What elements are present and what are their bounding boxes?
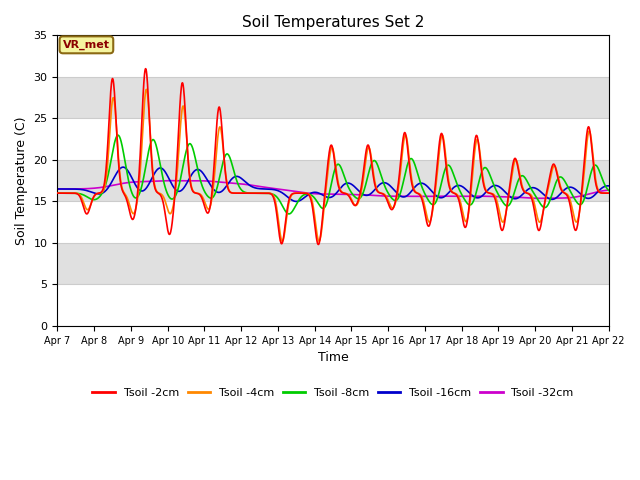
Bar (58, 160, 609, 202)
Tsoil -16cm (310, 190, 317, 195)
Tsoil -4cm (118, 186, 126, 192)
Title: Soil Temperatures Set 2: Soil Temperatures Set 2 (242, 15, 424, 30)
Tsoil -16cm (54, 186, 61, 192)
Tsoil -16cm (368, 190, 376, 195)
Tsoil -16cm (288, 197, 296, 203)
Tsoil -32cm (166, 178, 174, 183)
Tsoil -32cm (54, 186, 61, 192)
Text: VR_met: VR_met (63, 40, 110, 50)
Tsoil -32cm (536, 195, 543, 201)
Y-axis label: Soil Temperature (C): Soil Temperature (C) (15, 117, 28, 245)
Line: Tsoil -32cm: Tsoil -32cm (58, 180, 609, 198)
Legend: Tsoil -2cm, Tsoil -4cm, Tsoil -8cm, Tsoil -16cm, Tsoil -32cm: Tsoil -2cm, Tsoil -4cm, Tsoil -8cm, Tsoi… (88, 384, 578, 403)
Tsoil -32cm (605, 187, 612, 193)
Tsoil -8cm (310, 194, 317, 200)
Tsoil -16cm (292, 199, 300, 204)
Tsoil -2cm (96, 190, 104, 196)
Bar (58, 36, 609, 77)
Line: Tsoil -2cm: Tsoil -2cm (58, 69, 609, 244)
Bar (58, 202, 609, 243)
Tsoil -2cm (288, 192, 296, 197)
Line: Tsoil -4cm: Tsoil -4cm (58, 89, 609, 241)
Tsoil -2cm (118, 188, 126, 193)
Tsoil -32cm (367, 192, 375, 198)
Tsoil -32cm (96, 185, 104, 191)
Tsoil -4cm (288, 192, 296, 197)
Tsoil -4cm (96, 190, 104, 196)
Tsoil -4cm (300, 190, 307, 196)
Tsoil -16cm (120, 164, 127, 170)
Tsoil -32cm (300, 190, 307, 195)
Tsoil -4cm (368, 158, 376, 164)
Line: Tsoil -16cm: Tsoil -16cm (58, 167, 609, 202)
Tsoil -2cm (309, 208, 317, 214)
Tsoil -8cm (96, 193, 104, 199)
X-axis label: Time: Time (317, 351, 348, 364)
Tsoil -16cm (118, 164, 126, 170)
Tsoil -4cm (310, 204, 317, 210)
Bar (58, 285, 609, 326)
Tsoil -4cm (605, 190, 612, 196)
Tsoil -2cm (54, 190, 61, 196)
Tsoil -32cm (288, 188, 296, 194)
Tsoil -16cm (605, 183, 612, 189)
Tsoil -32cm (309, 191, 317, 196)
Tsoil -2cm (142, 66, 150, 72)
Tsoil -8cm (288, 209, 296, 215)
Line: Tsoil -8cm: Tsoil -8cm (58, 135, 609, 214)
Tsoil -16cm (300, 195, 307, 201)
Bar (58, 119, 609, 160)
Tsoil -8cm (368, 160, 376, 166)
Bar (58, 77, 609, 119)
Tsoil -4cm (143, 86, 150, 92)
Bar (58, 243, 609, 285)
Tsoil -2cm (605, 190, 612, 196)
Tsoil -16cm (96, 191, 104, 197)
Tsoil -2cm (300, 190, 307, 196)
Tsoil -2cm (314, 241, 322, 247)
Tsoil -8cm (115, 132, 122, 138)
Tsoil -2cm (368, 163, 376, 168)
Tsoil -32cm (118, 180, 126, 186)
Tsoil -4cm (54, 190, 61, 196)
Tsoil -4cm (278, 239, 286, 244)
Tsoil -8cm (54, 190, 61, 196)
Tsoil -8cm (119, 147, 127, 153)
Tsoil -8cm (605, 188, 612, 193)
Tsoil -8cm (285, 211, 293, 217)
Tsoil -8cm (300, 192, 307, 198)
